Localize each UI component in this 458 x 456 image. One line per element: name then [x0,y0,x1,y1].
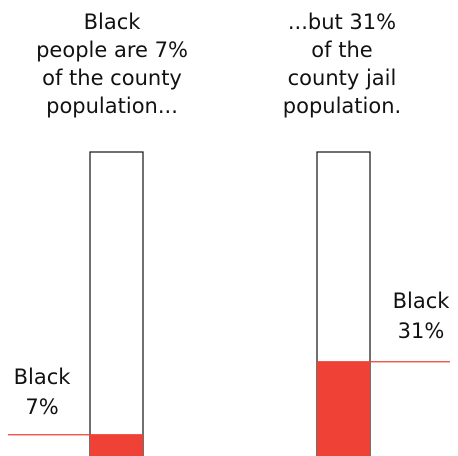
bar-2-label: Black 31% [376,286,458,346]
bar-1-total [89,151,144,456]
bar-1-share [90,434,143,456]
bar-1-label-value: 7% [25,395,59,419]
bar-2-share [317,361,370,456]
bar-2-label-group: Black [392,289,450,313]
bar-1-label-group: Black [13,365,71,389]
bar-2-heading: ...but 31% of the county jail population… [282,10,402,118]
bar-1-heading: Black people are 7% of the county popula… [36,10,188,118]
bar-2-label-value: 31% [397,319,445,343]
bar-1-label: Black 7% [0,362,87,422]
